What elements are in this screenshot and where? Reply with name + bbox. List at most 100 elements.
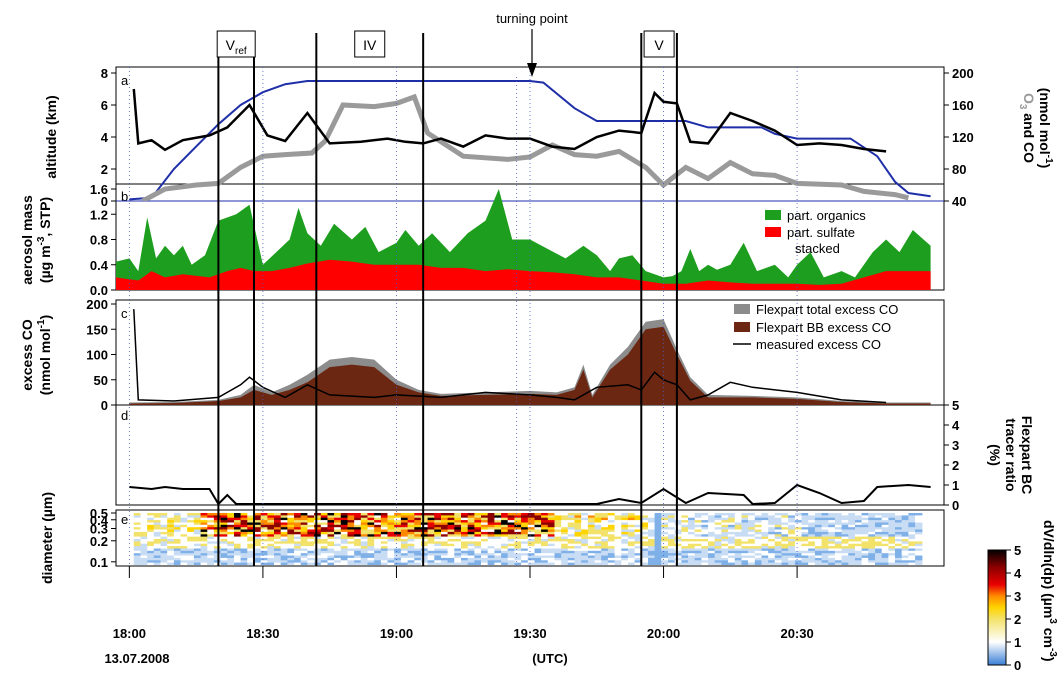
heatmap-cell <box>414 513 422 516</box>
heatmap-cell <box>621 515 629 519</box>
heatmap-cell <box>427 553 435 557</box>
heatmap-cell <box>180 536 188 540</box>
heatmap-cell <box>688 546 696 550</box>
heatmap-cell <box>447 536 455 540</box>
heatmap-cell <box>307 524 315 528</box>
heatmap-cell <box>688 543 696 547</box>
heatmap-cell <box>527 539 536 542</box>
diameter-tick-label-3: 0.4 <box>90 513 109 528</box>
heatmap-cell <box>394 520 402 524</box>
heatmap-cell <box>868 534 876 538</box>
heatmap-cell <box>881 539 889 542</box>
heatmap-cell <box>627 515 636 519</box>
heatmap-cell <box>447 548 455 552</box>
heatmap-cell <box>367 553 375 557</box>
heatmap-cell <box>748 557 756 561</box>
heatmap-cell <box>641 541 649 545</box>
heatmap-cell <box>694 527 702 531</box>
heatmap-cell <box>554 548 562 552</box>
heatmap-cell <box>915 534 923 538</box>
heatmap-cell <box>320 536 329 540</box>
heatmap-cell <box>541 520 549 524</box>
heatmap-cell <box>754 515 763 519</box>
heatmap-cell <box>320 553 329 557</box>
heatmap-cell <box>447 531 455 535</box>
heatmap-cell <box>147 557 155 561</box>
heatmap-cell <box>654 550 662 554</box>
colorbar-tick-label-4: 4 <box>1014 566 1022 581</box>
heatmap-cell <box>394 524 402 528</box>
heatmap-cell <box>901 534 909 538</box>
heatmap-cell <box>808 541 816 545</box>
heatmap-cell <box>441 541 449 545</box>
heatmap-cell <box>387 548 395 552</box>
heatmap-cell <box>621 529 629 533</box>
heatmap-cell <box>734 553 743 557</box>
heatmap-cell <box>574 550 582 554</box>
heatmap-cell <box>367 539 375 542</box>
heatmap-cell <box>140 543 148 547</box>
heatmap-cell <box>147 529 155 533</box>
heatmap-cell <box>461 560 469 564</box>
heatmap-cell <box>581 557 589 561</box>
heatmap-cell <box>327 520 335 524</box>
heatmap-cell <box>407 562 415 565</box>
panel-letter-c: c <box>121 306 128 321</box>
heatmap-cell <box>801 527 809 531</box>
heatmap-cell <box>714 543 722 547</box>
heatmap-cell <box>267 515 275 519</box>
heatmap-cell <box>674 513 682 516</box>
heatmap-cell <box>314 524 322 528</box>
heatmap-cell <box>694 534 702 538</box>
heatmap-cell <box>814 550 823 554</box>
heatmap-cell <box>173 517 182 521</box>
heatmap-cell <box>875 541 883 545</box>
heatmap-cell <box>247 539 255 542</box>
heatmap-cell <box>761 534 769 538</box>
heatmap-cell <box>754 546 763 550</box>
heatmap-cell <box>801 548 809 552</box>
heatmap-cell <box>407 539 415 542</box>
heatmap-cell <box>153 522 162 526</box>
heatmap-cell <box>167 562 175 565</box>
heatmap-cell <box>487 534 495 538</box>
heatmap-cell <box>501 557 509 561</box>
heatmap-cell <box>661 513 669 516</box>
heatmap-cell <box>808 522 816 526</box>
heatmap-cell <box>908 536 916 540</box>
heatmap-cell <box>895 513 903 516</box>
heatmap-cell <box>327 555 335 559</box>
heatmap-cell <box>741 536 749 540</box>
heatmap-cell <box>701 524 709 528</box>
heatmap-cell <box>461 534 469 538</box>
heatmap-cell <box>741 562 749 565</box>
heatmap-cell <box>754 513 763 516</box>
heatmap-cell <box>574 555 582 559</box>
heatmap-cell <box>601 522 609 526</box>
heatmap-cell <box>888 539 896 542</box>
heatmap-cell <box>534 543 542 547</box>
heatmap-cell <box>461 553 469 557</box>
heatmap-cell <box>187 543 195 547</box>
heatmap-cell <box>915 529 923 533</box>
heatmap-cell <box>454 562 462 565</box>
heatmap-cell <box>280 536 288 540</box>
heatmap-cell <box>908 517 916 521</box>
heatmap-cell <box>180 555 188 559</box>
heatmap-cell <box>868 527 876 531</box>
heatmap-cell <box>834 515 843 519</box>
heatmap-cell <box>193 520 202 524</box>
heatmap-cell <box>688 550 696 554</box>
heatmap-cell <box>187 555 195 559</box>
heatmap-cell <box>587 560 596 564</box>
heatmap-cell <box>367 546 375 550</box>
heatmap-cell <box>173 553 182 557</box>
heatmap-cell <box>247 527 255 531</box>
heatmap-cell <box>561 515 569 519</box>
heatmap-cell <box>380 543 389 547</box>
heatmap-cell <box>661 515 669 519</box>
heatmap-cell <box>661 546 669 550</box>
heatmap-cell <box>888 529 896 533</box>
heatmap-cell <box>581 553 589 557</box>
heatmap-cell <box>547 520 556 524</box>
